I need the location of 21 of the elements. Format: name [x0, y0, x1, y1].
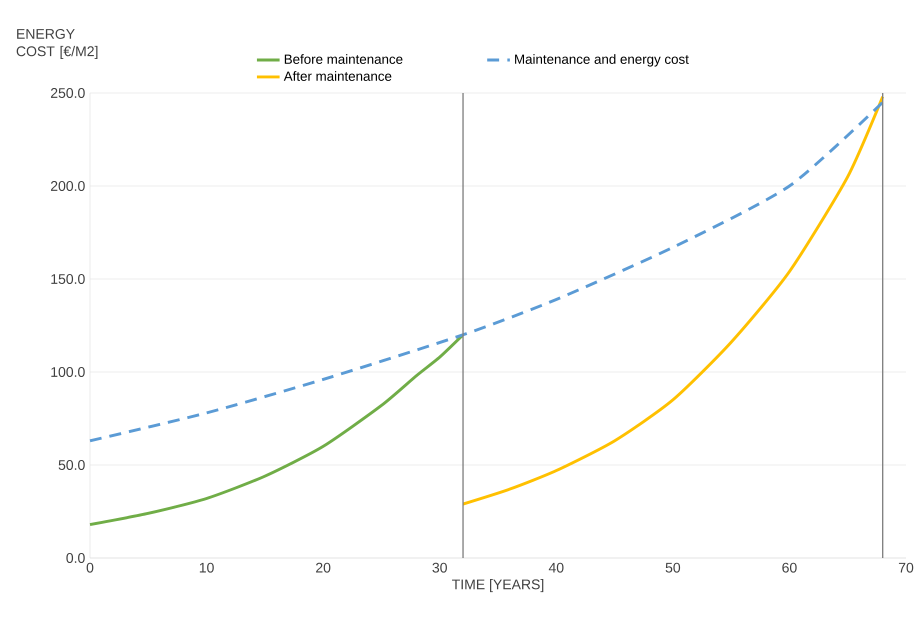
- legend-label: Before maintenance: [284, 54, 402, 64]
- x-tick-label: 20: [316, 562, 330, 573]
- y-tick-label: 50.0: [58, 460, 85, 470]
- y-tick-label: 0.0: [66, 553, 85, 563]
- y-axis-title: ENERGY COST [€/M2]: [16, 28, 98, 59]
- x-tick-label: 40: [548, 562, 564, 573]
- line-series: [88, 100, 884, 442]
- y-tick-label: 100.0: [51, 367, 85, 377]
- x-tick-label: 10: [200, 562, 214, 573]
- x-tick-label: 70: [898, 562, 914, 573]
- line-series: [462, 95, 884, 506]
- y-tick-label: 250.0: [50, 88, 85, 98]
- legend-label: After maintenance: [284, 71, 392, 81]
- x-tick-label: 0: [86, 562, 94, 573]
- y-tick-label: 150.0: [51, 274, 85, 284]
- y-tick-label: 200.0: [50, 181, 85, 191]
- legend-label: Maintenance and energy cost: [515, 54, 689, 67]
- x-tick-label: 50: [666, 562, 680, 573]
- x-axis-title: TIME [YEARS]: [452, 579, 544, 592]
- x-tick-label: 30: [432, 562, 447, 573]
- x-tick-label: 60: [782, 562, 797, 573]
